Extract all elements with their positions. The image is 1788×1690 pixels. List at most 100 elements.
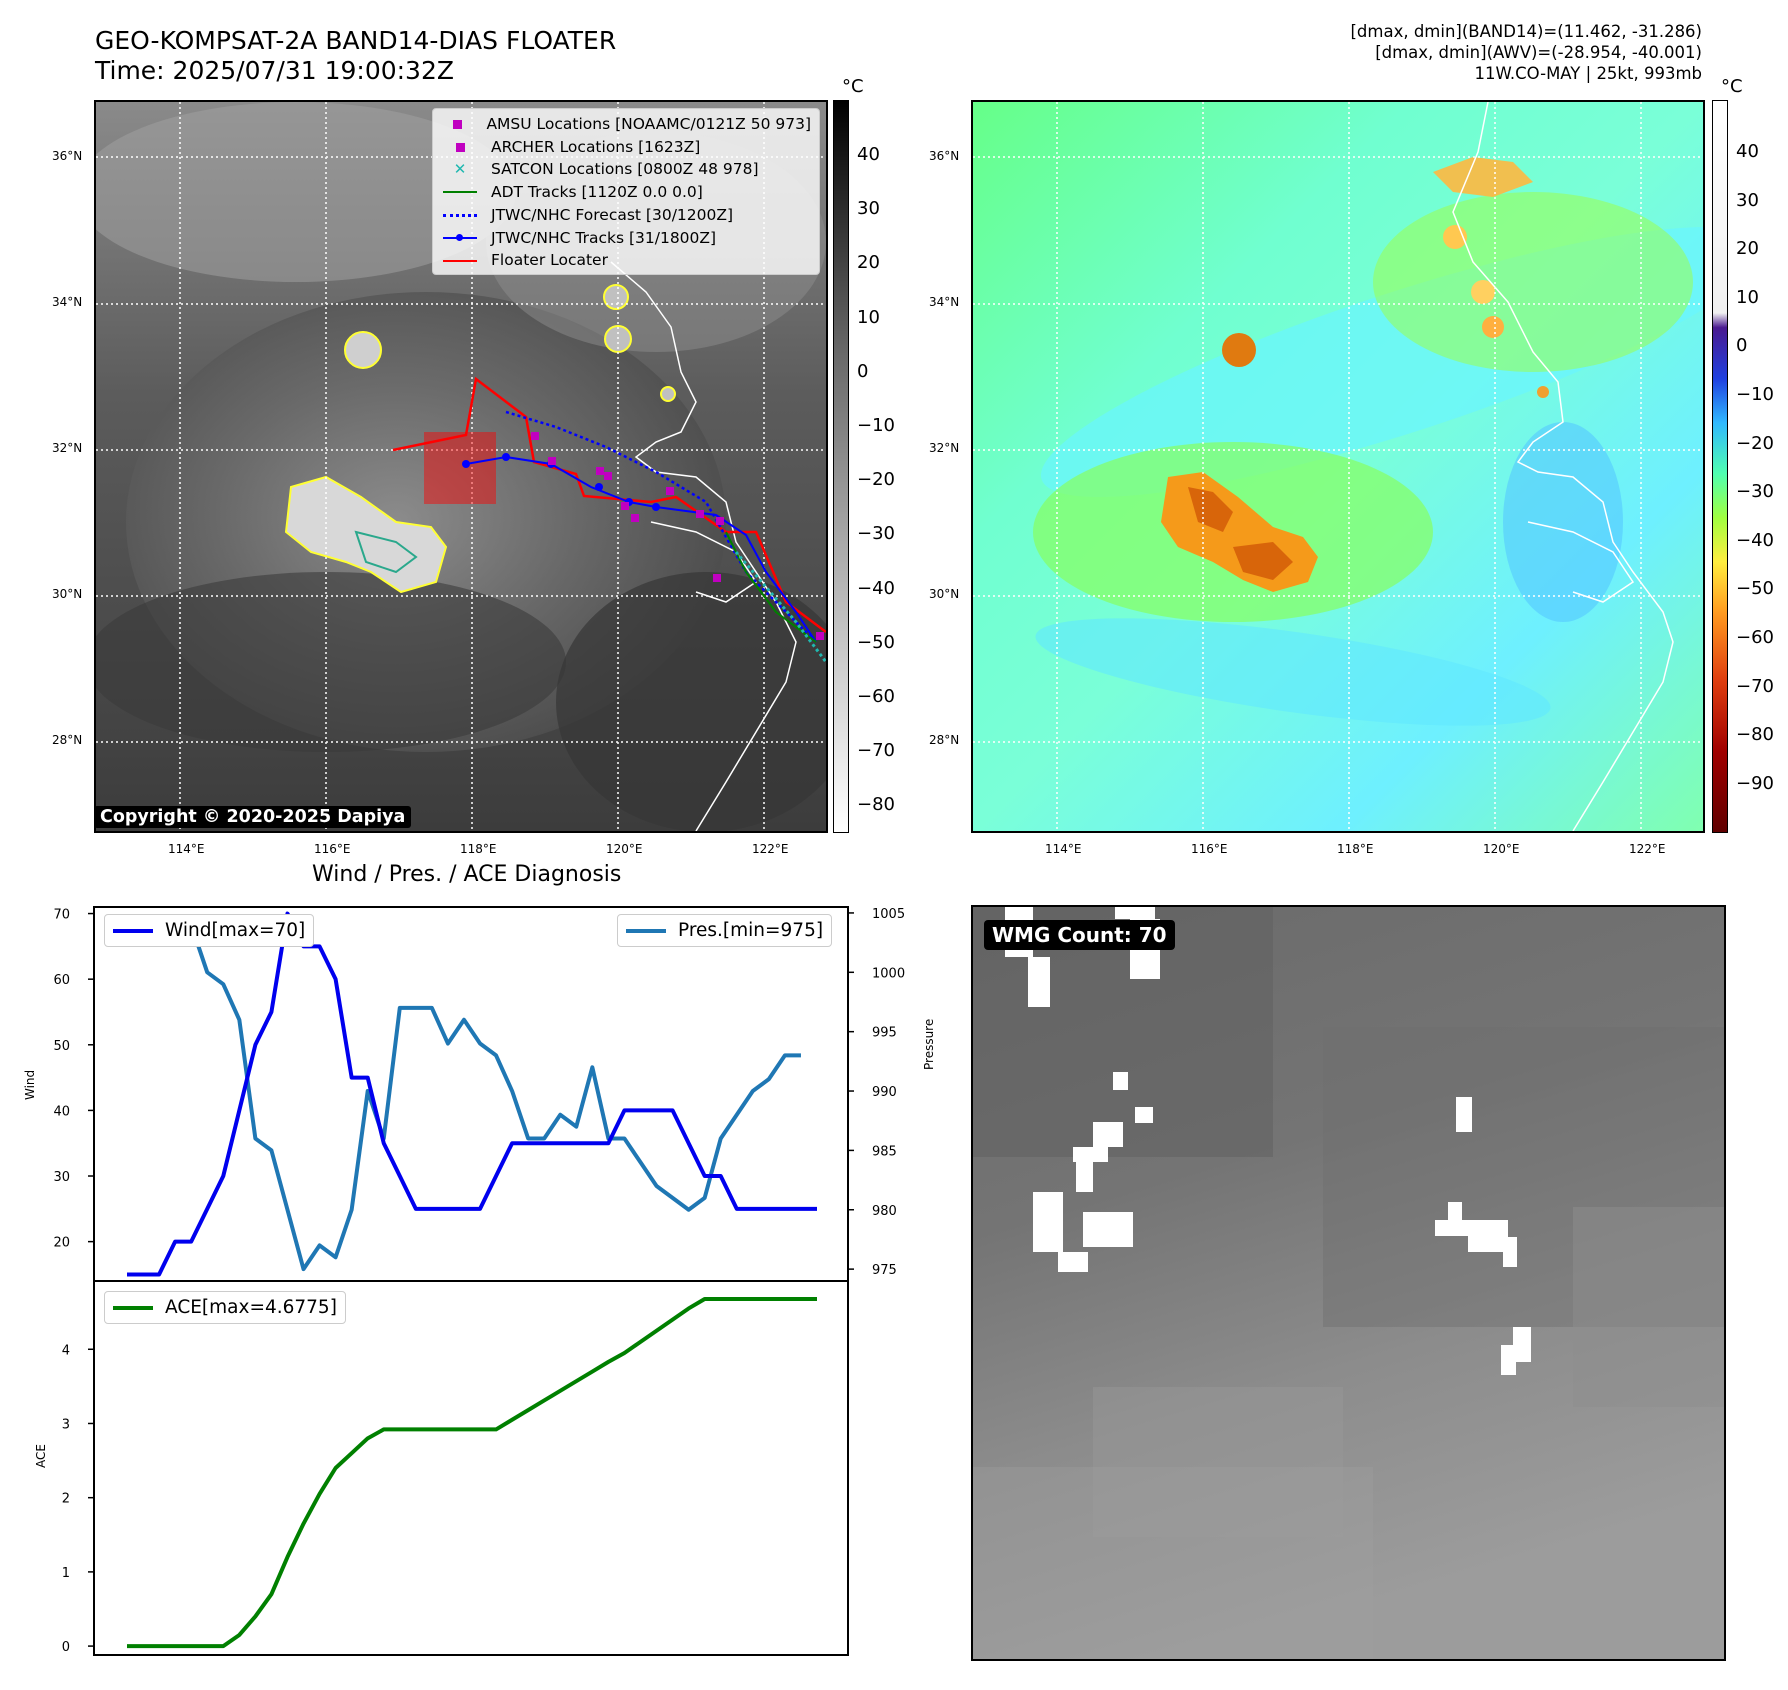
- colorbar-tick-label: 0: [1736, 335, 1748, 357]
- colorbar-tick-label: −10: [1736, 384, 1774, 405]
- lon-label: 120°E: [1483, 842, 1520, 856]
- colorbar-tick-label: −60: [857, 686, 895, 707]
- storm-info: 11W.CO-MAY | 25kt, 993mb: [1474, 64, 1702, 83]
- colorbar-tick-label: −40: [857, 577, 895, 599]
- lon-label: 114°E: [168, 842, 205, 856]
- line-icon: [441, 182, 479, 202]
- line-icon: [626, 928, 666, 933]
- colorbar-tick-label: −70: [1736, 675, 1774, 697]
- lon-label: 122°E: [752, 842, 789, 856]
- pressure-tick-label: 975: [872, 1263, 897, 1278]
- line-icon: [113, 1305, 153, 1310]
- wind-legend: Wind[max=70]: [104, 914, 315, 947]
- diagnosis-title: Wind / Pres. / ACE Diagnosis: [312, 862, 622, 887]
- colorbar-tick-label: −80: [1736, 724, 1774, 746]
- line-dot-icon: [441, 228, 479, 248]
- legend-item-tracks: JTWC/NHC Tracks [31/1800Z]: [441, 227, 811, 250]
- wmg-panel: [971, 905, 1726, 1661]
- colorbar-tick-label: 40: [857, 144, 880, 165]
- wind-tick-label: 20: [53, 1236, 70, 1251]
- pressure-tick-label: 1005: [872, 907, 905, 922]
- line-icon: [113, 928, 153, 933]
- pressure-tick-label: 1000: [872, 966, 905, 981]
- wind-tick-label: 60: [53, 973, 70, 988]
- legend-item-floater: Floater Locater: [441, 249, 811, 272]
- colorbar-tick-label: −30: [857, 523, 895, 545]
- legend-label: SATCON Locations [0800Z 48 978]: [491, 160, 759, 179]
- wind-axis-label: Wind: [23, 1069, 37, 1100]
- colorbar-tick-label: −10: [857, 415, 895, 436]
- colorbar-unit: °C: [842, 76, 864, 97]
- plot-frame: [93, 906, 849, 1282]
- ace-tick-label: 1: [62, 1566, 70, 1581]
- legend-label: JTWC/NHC Forecast [30/1200Z]: [491, 205, 734, 224]
- colorbar-tick-label: −50: [857, 631, 895, 653]
- colorbar-tick-label: −30: [1736, 481, 1774, 503]
- pressure-tick-label: 985: [872, 1144, 897, 1159]
- colorbar-tick-label: −20: [1736, 432, 1774, 454]
- legend-label: JTWC/NHC Tracks [31/1800Z]: [491, 228, 717, 247]
- lat-label: 34°N: [52, 295, 83, 309]
- wmg-count-badge: WMG Count: 70: [984, 920, 1175, 950]
- colorbar-tick-label: −80: [857, 794, 895, 816]
- awv-colorbar: [1712, 100, 1728, 833]
- x-marker-icon: ✕: [453, 160, 467, 179]
- pressure-axis-label: Pressure: [922, 1018, 936, 1070]
- ace-chart: 0 1 2 3 4: [62, 1280, 849, 1656]
- wind-tick-label: 50: [53, 1039, 70, 1054]
- pressure-series-line: [143, 922, 801, 1272]
- ir-colorbar: [833, 100, 849, 833]
- lon-label: 114°E: [1045, 842, 1082, 856]
- ir-map-panel: [94, 100, 828, 833]
- ace-tick-label: 4: [62, 1343, 70, 1358]
- pressure-tick-label: 995: [872, 1026, 897, 1041]
- square-marker-icon: [441, 137, 479, 157]
- ace-tick-label: 3: [62, 1417, 70, 1432]
- lon-label: 116°E: [1191, 842, 1228, 856]
- legend-item-adt: ADT Tracks [1120Z 0.0 0.0]: [441, 181, 811, 204]
- pressure-legend-label: Pres.[min=975]: [678, 920, 824, 941]
- floater-box: [424, 432, 496, 504]
- map-legend: AMSU Locations [NOAAMC/0121Z 50 973] ARC…: [432, 108, 820, 275]
- ace-series-line: [127, 1296, 817, 1649]
- legend-item-satcon: ✕ SATCON Locations [0800Z 48 978]: [441, 158, 811, 181]
- legend-item-amsu: AMSU Locations [NOAAMC/0121Z 50 973]: [441, 113, 811, 136]
- lat-label: 36°N: [52, 149, 83, 163]
- lat-label: 28°N: [929, 733, 960, 747]
- figure-title: GEO-KOMPSAT-2A BAND14-DIAS FLOATER: [95, 26, 617, 55]
- dotted-line-icon: [441, 205, 479, 225]
- colorbar-tick-label: 30: [1736, 189, 1759, 211]
- lon-label: 118°E: [1337, 842, 1374, 856]
- lon-label: 118°E: [460, 842, 497, 856]
- wind-series-line: [127, 911, 817, 1277]
- colorbar-tick-label: 20: [1736, 238, 1759, 260]
- colorbar-unit: °C: [1721, 76, 1743, 97]
- diagnosis-charts: 20 30 40 50 60 70 975 980 985 990 995 1000 1005 0 1 2 3…: [53, 906, 905, 1656]
- lon-label: 122°E: [1629, 842, 1666, 856]
- colorbar-tick-label: −90: [1736, 772, 1774, 794]
- legend-label: Floater Locater: [491, 251, 608, 270]
- lat-label: 30°N: [52, 587, 83, 601]
- colorbar-tick-label: 20: [857, 252, 880, 274]
- stats-awv: [dmax, dmin](AWV)=(-28.954, -40.001): [1375, 43, 1702, 62]
- plot-frame: [93, 1280, 849, 1656]
- stats-band14: [dmax, dmin](BAND14)=(11.462, -31.286): [1350, 22, 1702, 41]
- wind-tick-label: 30: [53, 1170, 70, 1185]
- lon-label: 120°E: [606, 842, 643, 856]
- line-icon: [441, 251, 479, 271]
- ace-tick-label: 0: [62, 1640, 70, 1655]
- colorbar-tick-label: 0: [857, 360, 869, 382]
- ace-legend: ACE[max=4.6775]: [104, 1291, 346, 1324]
- awv-map-panel: [971, 100, 1705, 833]
- lat-label: 30°N: [929, 587, 960, 601]
- colorbar-tick-label: 30: [857, 198, 880, 220]
- square-marker-icon: [441, 114, 474, 134]
- copyright-label: Copyright © 2020-2025 Dapiya: [94, 806, 412, 828]
- figure-time: Time: 2025/07/31 19:00:32Z: [95, 56, 454, 85]
- legend-label: ADT Tracks [1120Z 0.0 0.0]: [491, 183, 703, 202]
- wind-pressure-chart: 20 30 40 50 60 70 975 980 985 990 995 1000 1005: [53, 906, 905, 1282]
- legend-item-forecast: JTWC/NHC Forecast [30/1200Z]: [441, 204, 811, 227]
- legend-item-archer: ARCHER Locations [1623Z]: [441, 136, 811, 159]
- colorbar-tick-label: −70: [857, 740, 895, 762]
- ace-axis-label: ACE: [34, 1444, 48, 1468]
